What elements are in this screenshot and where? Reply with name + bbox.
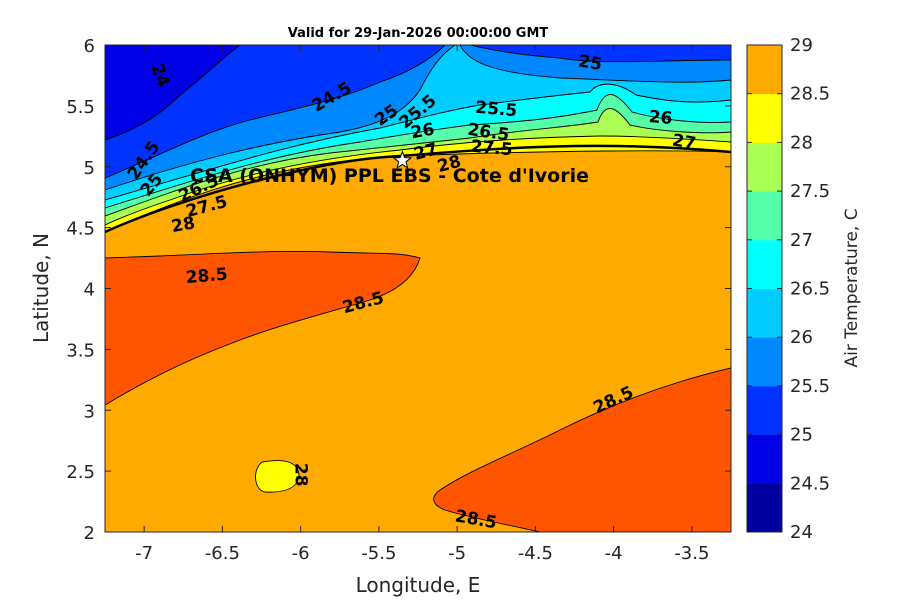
- contour-region-r-28-5-west: [105, 251, 421, 406]
- colorbar-swatch: [747, 385, 782, 436]
- colorbar-tick-label: 28.5: [790, 84, 830, 105]
- contour-label: 28: [291, 463, 311, 487]
- contour-label: 26: [648, 107, 673, 129]
- y-axis-label: Latitude, N: [29, 233, 53, 343]
- contour-region-r-27-5-island: [255, 460, 300, 493]
- colorbar-label: Air Temperature, C: [842, 208, 862, 367]
- x-tick-label: -6.5: [205, 543, 240, 564]
- contour-label: 25: [577, 51, 604, 75]
- site-star-icon: [392, 150, 413, 170]
- colorbar-tick-label: 26.5: [790, 279, 830, 300]
- x-tick-label: -5.5: [361, 543, 396, 564]
- contour-label: 26: [409, 120, 436, 144]
- contour-label: 27.5: [470, 137, 514, 161]
- colorbar-swatch: [747, 288, 782, 338]
- colorbar-tick-label: 28: [790, 132, 813, 153]
- colorbar-swatch: [747, 142, 782, 192]
- colorbar: 24 24.5 25 25.5 26 26.5 27 27.5 28 28.5 29: [746, 35, 830, 543]
- site-marker: [392, 150, 413, 170]
- y-axis: 2 2.5 3 3.5 4 4.5 5 5.5 6: [66, 36, 731, 544]
- y-tick-label: 5.5: [66, 97, 95, 118]
- colorbar-tick-label: 25: [790, 425, 813, 446]
- colorbar-swatch: [747, 93, 782, 143]
- contour-region-r-24-5: [105, 45, 731, 179]
- x-tick-label: -5: [448, 543, 466, 564]
- contour-region-r-28-5-southeast: [433, 367, 731, 532]
- y-tick-label: 6: [84, 36, 95, 57]
- colorbar-tick-label: 24: [790, 522, 813, 543]
- colorbar-swatch: [747, 434, 782, 484]
- x-axis: -7 -6.5 -6 -5.5 -5 -4.5 -4 -3.5: [135, 45, 709, 564]
- x-axis-label: Longitude, E: [356, 573, 481, 597]
- x-tick-label: -4.5: [518, 543, 553, 564]
- colorbar-tick-label: 26: [790, 327, 813, 348]
- colorbar-swatch: [747, 239, 782, 289]
- colorbar-swatch: [747, 483, 782, 533]
- y-tick-label: 4: [84, 280, 95, 301]
- contour-label: 28.5: [185, 265, 229, 289]
- y-tick-label: 2: [84, 523, 95, 544]
- contour-front-line: [105, 144, 731, 234]
- x-tick-label: -4: [605, 543, 623, 564]
- colorbar-tick-label: 29: [790, 35, 813, 56]
- colorbar-tick-label: 24.5: [790, 473, 830, 494]
- colorbar-swatch: [747, 337, 782, 387]
- contour-label: 25.5: [474, 98, 518, 122]
- x-tick-label: -3.5: [674, 543, 709, 564]
- x-tick-label: -7: [135, 543, 153, 564]
- colorbar-tick-label: 27.5: [790, 181, 830, 202]
- colorbar-swatch: [747, 191, 782, 241]
- chart-title: Valid for 29-Jan-2026 00:00:00 GMT: [288, 26, 549, 41]
- contour-region-r-24: [105, 45, 241, 141]
- y-tick-label: 3: [84, 401, 95, 422]
- y-tick-label: 3.5: [66, 340, 95, 361]
- y-tick-label: 2.5: [66, 462, 95, 483]
- colorbar-tick-label: 27: [790, 230, 813, 251]
- y-tick-label: 4.5: [66, 219, 95, 240]
- x-tick-label: -6: [292, 543, 310, 564]
- site-label: CSA (ONHYM) PPL EBS - Cote d'Ivorie: [190, 165, 589, 187]
- colorbar-tick-label: 25.5: [790, 376, 830, 397]
- contour-label: 27: [671, 130, 698, 154]
- colorbar-swatch: [747, 45, 782, 95]
- y-tick-label: 5: [84, 158, 95, 179]
- contour-label: 28: [170, 213, 197, 237]
